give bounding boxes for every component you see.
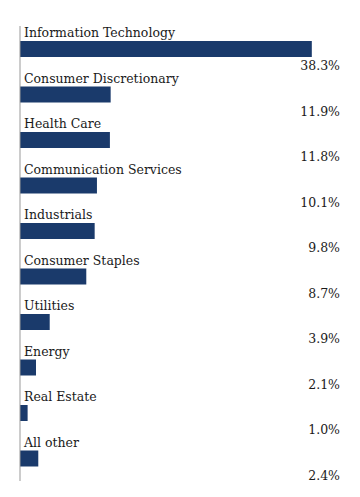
svg-text:9.8%: 9.8% xyxy=(308,240,340,255)
svg-text:Energy: Energy xyxy=(24,344,71,359)
svg-text:3.9%: 3.9% xyxy=(308,331,340,346)
svg-text:Consumer Discretionary: Consumer Discretionary xyxy=(24,71,180,86)
svg-text:11.8%: 11.8% xyxy=(300,149,340,164)
svg-text:Communication Services: Communication Services xyxy=(24,162,182,177)
svg-text:1.0%: 1.0% xyxy=(308,422,340,437)
svg-text:Utilities: Utilities xyxy=(24,298,74,313)
svg-text:11.9%: 11.9% xyxy=(300,104,340,119)
svg-text:Real Estate: Real Estate xyxy=(24,389,97,404)
svg-text:38.3%: 38.3% xyxy=(300,58,340,73)
svg-text:10.1%: 10.1% xyxy=(300,195,340,210)
svg-text:2.4%: 2.4% xyxy=(308,468,340,483)
svg-text:Consumer Staples: Consumer Staples xyxy=(24,253,140,268)
svg-text:Health Care: Health Care xyxy=(24,116,101,131)
svg-text:Information Technology: Information Technology xyxy=(24,25,176,40)
svg-text:8.7%: 8.7% xyxy=(308,286,340,301)
svg-text:2.1%: 2.1% xyxy=(308,377,340,392)
svg-text:Industrials: Industrials xyxy=(24,207,92,222)
svg-text:All other: All other xyxy=(23,435,79,450)
